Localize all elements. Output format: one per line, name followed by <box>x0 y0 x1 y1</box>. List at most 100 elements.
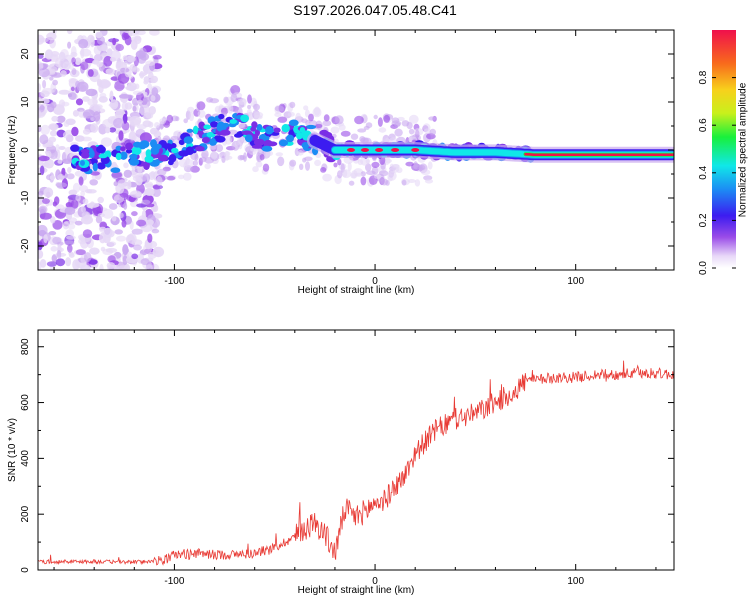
heatmap-cell <box>113 117 125 129</box>
ridge-blob <box>145 149 152 158</box>
heatmap-cell <box>149 78 156 84</box>
heatmap-cell <box>337 158 342 166</box>
heatmap-cell <box>78 176 84 186</box>
heatmap-cell <box>96 61 103 68</box>
heatmap-cell <box>123 162 129 169</box>
heatmap-cell <box>151 228 160 234</box>
heatmap-cell <box>413 128 424 136</box>
heatmap-cell <box>87 69 94 77</box>
heatmap-cell <box>74 57 82 66</box>
snr-background <box>38 330 674 570</box>
heatmap-cell <box>48 136 57 143</box>
heatmap-cell <box>253 111 264 119</box>
heatmap-cell <box>166 175 176 181</box>
heatmap-cell <box>139 104 150 116</box>
ridge-blob <box>185 146 194 155</box>
heatmap-cell <box>75 98 84 106</box>
ridge-blob <box>110 167 121 173</box>
ridge-peak <box>391 148 400 152</box>
heatmap-cell <box>129 119 141 127</box>
heatmap-cell <box>421 169 431 176</box>
heatmap-cell <box>224 135 232 145</box>
heatmap-cell <box>383 114 391 123</box>
colorbar-label: Normalized spectral amplitude <box>738 82 749 217</box>
heatmap-cell <box>137 164 143 174</box>
heatmap-cell <box>289 101 296 109</box>
heatmap-cell <box>116 235 127 242</box>
heatmap-cell <box>277 156 285 167</box>
heatmap-cell <box>95 31 103 39</box>
heatmap-cell <box>185 157 190 166</box>
heatmap-cell <box>391 117 400 124</box>
ridge-blob <box>125 142 133 151</box>
heatmap-cell <box>72 110 79 117</box>
ridge-blob <box>251 144 263 149</box>
heatmap-cell <box>274 112 282 117</box>
heatmap-cell <box>424 179 434 184</box>
heatmap-cell <box>40 98 50 104</box>
heatmap-cell <box>67 30 73 35</box>
heatmap-cell <box>350 172 357 179</box>
spectrogram-x-ticks: -100 0 100 <box>53 30 657 287</box>
heatmap-cell <box>67 41 72 49</box>
heatmap-cell <box>314 159 322 167</box>
ridge-blob <box>92 162 98 172</box>
heatmap-cell <box>111 172 122 178</box>
heatmap-cell <box>93 111 101 122</box>
heatmap-cell <box>337 170 343 179</box>
spectrogram-heatmap <box>38 30 674 270</box>
heatmap-cell <box>357 128 367 133</box>
heatmap-cell <box>145 60 156 66</box>
ridge-blob <box>273 127 281 133</box>
heatmap-cell <box>303 105 309 111</box>
heatmap-cell <box>57 173 65 181</box>
heatmap-cell <box>105 126 111 134</box>
ridge-blob <box>131 146 142 156</box>
heatmap-cell <box>113 181 119 187</box>
heatmap-cell <box>97 196 104 204</box>
heatmap-cell <box>63 121 70 127</box>
heatmap-cell <box>123 248 130 254</box>
heatmap-cell <box>150 95 156 102</box>
snr-y-label: SNR (10 * v/v) <box>7 418 18 482</box>
y-tick-label: 0 <box>20 147 31 153</box>
heatmap-cell <box>52 220 63 230</box>
heatmap-cell <box>57 159 63 164</box>
heatmap-cell <box>413 164 423 170</box>
heatmap-cell <box>140 224 153 233</box>
heatmap-cell <box>140 258 150 266</box>
heatmap-cell <box>183 118 188 124</box>
heatmap-cell <box>224 150 230 161</box>
y-tick-label: -20 <box>20 238 31 253</box>
heatmap-cell <box>259 154 265 161</box>
heatmap-cell <box>277 116 288 123</box>
heatmap-cell <box>122 113 128 124</box>
heatmap-cell <box>343 156 354 164</box>
ridge-blob <box>210 121 219 128</box>
heatmap-cell <box>253 103 260 111</box>
heatmap-cell <box>265 150 274 156</box>
heatmap-cell <box>78 110 86 118</box>
heatmap-cell <box>408 128 415 135</box>
heatmap-cell <box>209 98 220 104</box>
heatmap-cell <box>87 202 100 208</box>
ridge-blob <box>206 131 216 138</box>
heatmap-cell <box>139 132 152 143</box>
heatmap-cell <box>66 235 76 240</box>
heatmap-cell <box>90 123 99 133</box>
heatmap-cell <box>354 115 364 125</box>
ridge-blob <box>288 119 299 127</box>
heatmap-cell <box>72 259 80 270</box>
ridge-blob <box>178 139 185 146</box>
heatmap-cell <box>50 246 58 252</box>
heatmap-cell <box>108 103 119 108</box>
heatmap-cell <box>68 252 75 258</box>
heatmap-cell <box>196 101 206 111</box>
ridge-peak <box>375 148 384 152</box>
heatmap-cell <box>82 198 89 205</box>
heatmap-cell <box>44 142 54 148</box>
heatmap-cell <box>75 194 81 202</box>
heatmap-cell <box>122 255 128 266</box>
ridge-blob <box>218 113 225 120</box>
